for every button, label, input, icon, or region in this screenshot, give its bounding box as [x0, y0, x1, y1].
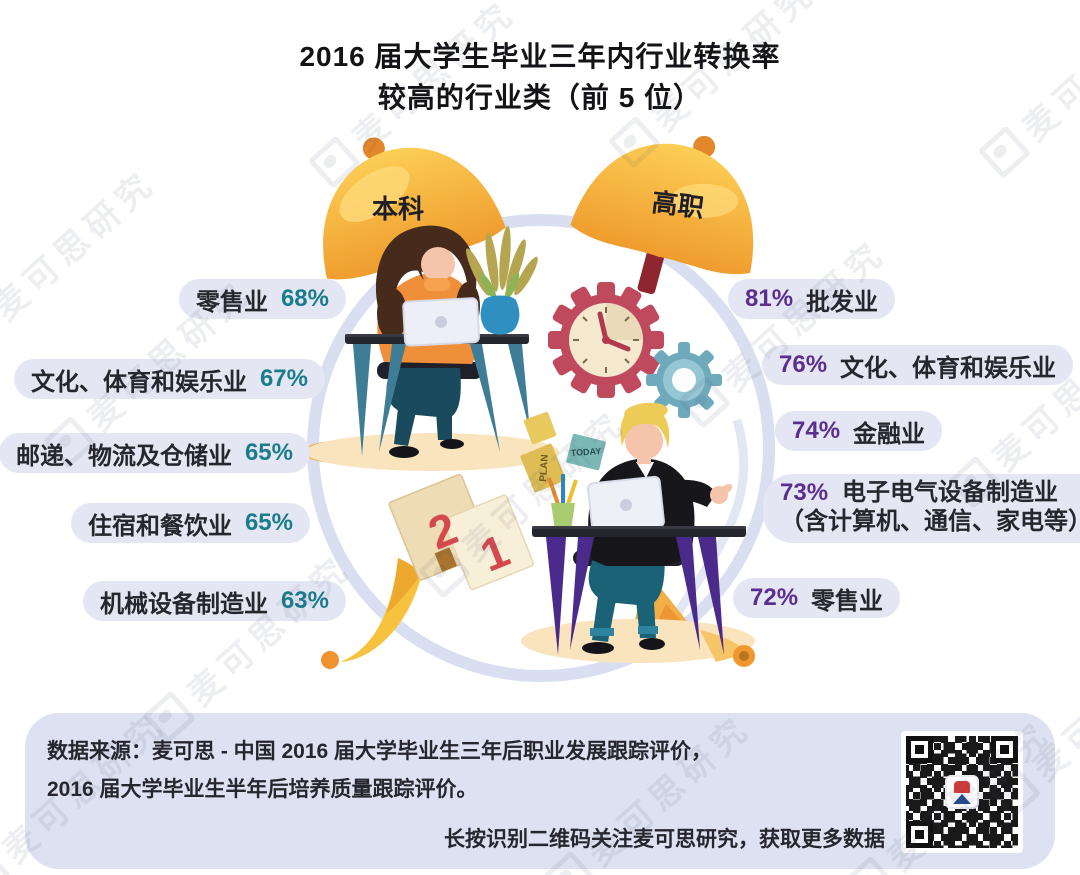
- woman-at-desk: [345, 225, 538, 458]
- sticky-note-plan: PLAN: [520, 443, 566, 493]
- qr-finder-icon: [991, 736, 1018, 763]
- sticky-note-today: TODAY: [566, 433, 606, 471]
- qr-finder-icon: [906, 821, 933, 848]
- umbrella-gaozhi-icon: [570, 135, 754, 295]
- qr-finder-icon: [906, 736, 933, 763]
- page-title: 2016 届大学生毕业三年内行业转换率 较高的行业类（前 5 位）: [0, 36, 1080, 118]
- industry-name: 文化、体育和娱乐业: [840, 354, 1057, 382]
- group-label-gaozhi: 高职: [650, 186, 706, 224]
- industry-pill: 81% 批发业: [728, 279, 896, 319]
- clock-gear-icon: [548, 282, 664, 398]
- industry-pill: 机械设备制造业 63%: [82, 581, 346, 621]
- industry-value: 63%: [280, 587, 329, 614]
- industry-value: 72%: [750, 584, 799, 611]
- data-source-line1: 数据来源：麦可思 - 中国 2016 届大学毕业生三年后职业发展跟踪评价，: [47, 740, 713, 763]
- industry-name: 文化、体育和娱乐业: [30, 368, 247, 396]
- industry-name: 金融业: [853, 420, 926, 448]
- industry-value: 74%: [792, 417, 841, 444]
- industry-value: 67%: [259, 365, 308, 392]
- industry-value: 68%: [280, 285, 329, 312]
- industry-value: 73%: [780, 479, 829, 506]
- industry-pill: 76% 文化、体育和娱乐业: [762, 345, 1074, 385]
- title-line2: 较高的行业类（前 5 位）: [377, 82, 703, 113]
- man-at-desk: [532, 402, 746, 655]
- industry-value: 65%: [244, 439, 293, 466]
- industry-name: 住宿和餐饮业: [87, 512, 232, 540]
- industry-name-sub: （含计算机、通信、家电等）: [780, 508, 1080, 535]
- title-line1: 2016 届大学生毕业三年内行业转换率: [299, 41, 781, 72]
- qr-code: [901, 731, 1023, 853]
- industry-pill: 零售业 68%: [178, 279, 346, 319]
- industry-pill: 73% 电子电气设备制造业 （含计算机、通信、家电等）: [763, 474, 1080, 543]
- industry-value: 76%: [779, 351, 828, 378]
- plant-icon: [466, 226, 538, 335]
- sticky-note-icon: [523, 411, 557, 445]
- gear-icon: [646, 342, 722, 418]
- swoosh-tail: [321, 558, 422, 669]
- pen-cup-icon: [547, 474, 578, 530]
- industry-name: 电子电气设备制造业: [842, 479, 1059, 506]
- industry-pill: 72% 零售业: [733, 578, 901, 618]
- industry-name: 零售业: [195, 288, 268, 316]
- qr-center-logo-icon: [945, 775, 979, 809]
- sticky-note-plan-text: PLAN: [538, 454, 551, 482]
- industry-pill: 住宿和餐饮业 65%: [70, 503, 310, 543]
- sticky-note-today-text: TODAY: [570, 446, 601, 458]
- industry-name: 零售业: [811, 587, 884, 615]
- industry-value: 81%: [745, 285, 794, 312]
- footer-panel: 数据来源：麦可思 - 中国 2016 届大学毕业生三年后职业发展跟踪评价， 20…: [25, 713, 1055, 869]
- industry-name: 邮递、物流及仓储业: [15, 442, 232, 470]
- industry-value: 65%: [244, 509, 293, 536]
- platform-left: [305, 433, 559, 471]
- group-label-benke: 本科: [372, 194, 425, 224]
- qr-cta-text: 长按识别二维码关注麦可思研究，获取更多数据: [444, 828, 885, 851]
- industry-name: 机械设备制造业: [99, 590, 268, 618]
- data-source-line2: 2016 届大学毕业生半年后培养质量跟踪评价。: [47, 778, 478, 801]
- calendar-icon: 2 1: [388, 473, 535, 591]
- industry-pill: 74% 金融业: [775, 411, 943, 451]
- industry-pill: 邮递、物流及仓储业 65%: [0, 433, 310, 473]
- industry-name: 批发业: [806, 288, 879, 316]
- industry-pill: 文化、体育和娱乐业 67%: [13, 359, 325, 399]
